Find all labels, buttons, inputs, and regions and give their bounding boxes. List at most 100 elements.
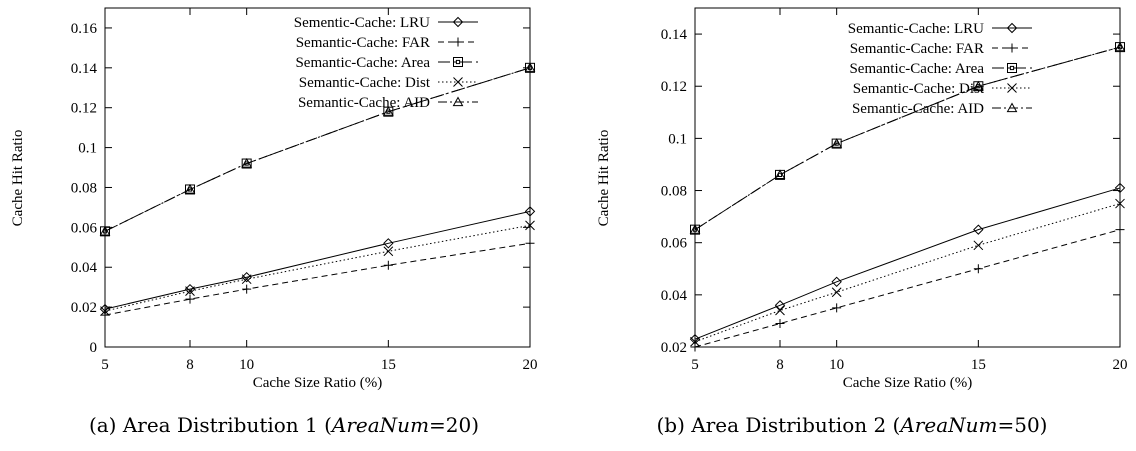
chart-a: 0 0.02 0.04 0.06 0.08 0.1 0.12 0.14 0.16 5 8 10 15 20… xyxy=(10,7,538,391)
y-tick-label-a-5: 0.1 xyxy=(78,141,97,157)
legend-label-b-0: Semantic-Cache: LRU xyxy=(848,21,984,37)
x-tick-label-b-3: 15 xyxy=(971,357,986,373)
series-line-b-diamond xyxy=(694,187,1121,340)
point-a-plus-0 xyxy=(100,310,110,320)
point-b-plus-2 xyxy=(832,303,842,313)
chart-panel-a: 0 0.02 0.04 0.06 0.08 0.1 0.12 0.14 0.16 5 8 10 15 20… xyxy=(0,7,568,437)
caption-a-suffix: =20) xyxy=(429,413,480,437)
chart-b: 0.02 0.04 0.06 0.08 0.1 0.12 0.14 5 8 10 15 20 Cache… xyxy=(596,7,1128,391)
point-a-triangle-0 xyxy=(99,225,111,236)
legend-label-a-2: Semantic-Cache: Area xyxy=(295,55,430,71)
caption-b-prefix: (b) Area Distribution 2 ( xyxy=(656,413,901,437)
x-tick-label-b-2: 10 xyxy=(829,357,844,373)
series-line-a-cross xyxy=(104,224,531,312)
x-tick-label-b-4: 20 xyxy=(1113,357,1128,373)
point-a-cross-1 xyxy=(185,286,195,297)
y-tick-label-a-0: 0 xyxy=(90,340,98,356)
x-tick-label-a-0: 5 xyxy=(101,357,109,373)
y-tick-label-a-1: 0.02 xyxy=(71,300,97,316)
point-b-diamond-1 xyxy=(774,300,786,311)
y-tick-label-b-2: 0.06 xyxy=(661,236,688,252)
caption-b: (b) Area Distribution 2 (AreaNum=50) xyxy=(568,413,1136,437)
chart-panel-b: 0.02 0.04 0.06 0.08 0.1 0.12 0.14 5 8 10 15 20 Cache… xyxy=(568,0,1136,451)
point-b-diamond-4 xyxy=(1114,182,1126,194)
point-b-triangle-4 xyxy=(1114,41,1126,52)
legend-label-b-1: Semantic-Cache: FAR xyxy=(850,41,984,57)
point-a-diamond-3 xyxy=(383,238,394,249)
y-tick-label-b-0: 0.02 xyxy=(661,340,687,356)
point-b-triangle-0 xyxy=(689,224,701,234)
x-tick-label-a-2: 10 xyxy=(239,357,254,373)
x-tick-label-a-4: 20 xyxy=(523,357,538,373)
y-tick-label-b-3: 0.08 xyxy=(661,184,687,200)
series-line-b-plus xyxy=(694,229,1121,348)
legend-marker-a-0 xyxy=(452,16,464,28)
y-axis-label-a: Cache Hit Ratio xyxy=(10,130,26,227)
point-b-plus-0 xyxy=(690,342,700,352)
series-line-a-triangle xyxy=(104,67,531,232)
point-a-diamond-4 xyxy=(524,206,536,217)
y-tick-label-a-4: 0.08 xyxy=(71,180,97,196)
point-a-cross-3 xyxy=(383,246,394,257)
legend-marker-a-1 xyxy=(453,37,463,47)
caption-a-prefix: (a) Area Distribution 1 ( xyxy=(88,413,332,437)
series-line-a-diamond xyxy=(104,210,531,310)
y-axis-label-b: Cache Hit Ratio xyxy=(596,130,612,227)
x-tick-label-a-1: 8 xyxy=(186,357,194,373)
point-a-triangle-3 xyxy=(382,106,394,116)
legend-label-b-2: Semantic-Cache: Area xyxy=(849,61,984,77)
series-line-a-plus xyxy=(104,242,531,316)
y-tick-label-a-8: 0.16 xyxy=(71,21,98,37)
legend-marker-b-3 xyxy=(1007,83,1017,93)
caption-b-variable: AreaNum xyxy=(900,413,998,437)
point-b-triangle-3 xyxy=(972,80,984,91)
y-tick-label-b-4: 0.1 xyxy=(668,131,687,147)
series-line-b-cross xyxy=(694,203,1121,343)
series-a-diamond xyxy=(99,206,536,315)
point-a-cross-4 xyxy=(525,220,535,231)
point-a-triangle-1 xyxy=(184,183,196,194)
point-b-triangle-2 xyxy=(831,138,843,148)
point-a-plus-3 xyxy=(383,260,393,270)
legend-marker-a-4 xyxy=(452,96,464,107)
point-b-triangle-1 xyxy=(774,169,786,179)
legend-marker-b-2 xyxy=(1007,63,1017,73)
y-tick-label-a-2: 0.04 xyxy=(71,260,98,276)
x-axis-label-b: Cache Size Ratio (%) xyxy=(843,375,973,391)
caption-a-variable: AreaNum xyxy=(331,413,430,437)
point-b-cross-4 xyxy=(1115,198,1125,209)
legend-label-b-3: Semantic-Cache: Dist xyxy=(853,81,985,97)
series-b-triangle xyxy=(689,41,1126,234)
point-b-cross-3 xyxy=(973,240,984,251)
series-line-a-square xyxy=(104,67,531,232)
y-tick-label-a-7: 0.14 xyxy=(71,61,98,77)
x-tick-label-a-3: 15 xyxy=(381,357,396,373)
legend-label-a-1: Semantic-Cache: FAR xyxy=(296,35,430,51)
point-a-plus-4 xyxy=(525,238,535,248)
x-axis-label-a: Cache Size Ratio (%) xyxy=(253,375,383,391)
point-a-triangle-2 xyxy=(241,158,253,168)
x-tick-label-b-1: 8 xyxy=(776,357,784,373)
point-b-cross-1 xyxy=(775,305,785,316)
legend-marker-a-3 xyxy=(453,77,463,87)
point-a-plus-1 xyxy=(185,294,195,304)
plot-frame-a xyxy=(104,7,531,348)
caption-a: (a) Area Distribution 1 (AreaNum=20) xyxy=(0,413,568,437)
point-a-triangle-4 xyxy=(524,62,536,72)
legend-marker-a-2 xyxy=(453,57,463,67)
series-a-cross xyxy=(100,220,535,316)
legend-label-a-0: Sementic-Cache: LRU xyxy=(294,15,430,31)
point-a-cross-2 xyxy=(241,274,252,285)
point-b-diamond-2 xyxy=(831,276,842,288)
point-b-plus-1 xyxy=(775,319,785,329)
legend-marker-b-4 xyxy=(1006,102,1018,113)
legend-label-a-4: Semantic-Cache: AID xyxy=(298,95,430,111)
legend-marker-b-0 xyxy=(1006,22,1018,34)
y-tick-label-b-1: 0.04 xyxy=(661,288,688,304)
series-a-triangle xyxy=(99,62,536,236)
point-b-plus-4 xyxy=(1115,225,1125,235)
y-tick-label-b-6: 0.14 xyxy=(661,27,688,43)
point-b-plus-3 xyxy=(973,264,983,274)
series-line-b-triangle xyxy=(694,46,1121,231)
series-a-plus xyxy=(100,238,535,320)
